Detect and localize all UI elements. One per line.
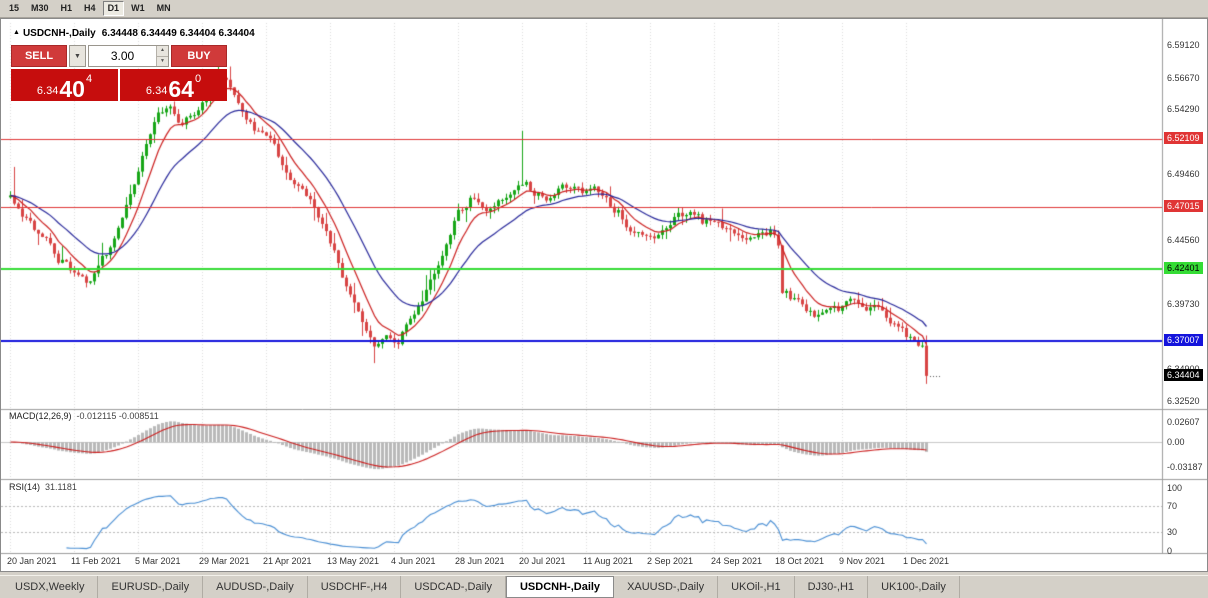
chart-tab[interactable]: DJ30-,H1 — [795, 576, 869, 598]
rsi-indicator-label: RSI(14) 31.1181 — [9, 482, 77, 492]
timeframe-button[interactable]: D1 — [102, 1, 125, 16]
date-axis-label: 20 Jan 2021 — [7, 556, 57, 566]
volume-field-wrap: ▲ ▼ — [88, 45, 169, 67]
rsi-axis-tick: 70 — [1167, 501, 1178, 512]
date-axis-label: 2 Sep 2021 — [647, 556, 694, 566]
date-axis-label: 28 Jun 2021 — [455, 556, 505, 566]
price-axis-tick: 6.39730 — [1167, 299, 1200, 310]
rsi-value: 31.1181 — [45, 482, 77, 492]
date-axis-label: 11 Aug 2021 — [583, 556, 633, 566]
buy-price-button[interactable]: 6.34 64 0 — [120, 69, 227, 101]
macd-axis-tick: -0.03187 — [1167, 462, 1203, 473]
price-axis-tick: 6.59120 — [1167, 39, 1200, 50]
date-axis-label: 5 Mar 2021 — [135, 556, 181, 566]
volume-up-button[interactable]: ▲ — [156, 46, 168, 57]
collapse-icon[interactable]: ▲ — [13, 29, 20, 36]
sell-price-pips: 40 — [59, 76, 85, 102]
price-chart-canvas[interactable] — [1, 19, 1207, 571]
timeframe-button[interactable]: 15 — [9, 3, 20, 13]
macd-indicator-label: MACD(12,26,9) -0.012115 -0.008511 — [9, 411, 159, 421]
date-axis-label: 9 Nov 2021 — [839, 556, 886, 566]
date-axis-label: 20 Jul 2021 — [519, 556, 566, 566]
chart-tab[interactable]: UKOil-,H1 — [718, 576, 795, 598]
price-axis-tick: 6.32520 — [1167, 396, 1200, 407]
price-axis-tick: 6.49460 — [1167, 169, 1200, 180]
buy-price-pips: 64 — [168, 76, 194, 102]
spin-up-icon: ▲ — [160, 47, 165, 54]
chart-area: ▲ USDCNH-,Daily 6.34448 6.34449 6.34404 6.… — [0, 18, 1208, 572]
timeframe-button[interactable]: M30 — [31, 3, 49, 13]
price-level-label: 6.37007 — [1164, 333, 1203, 346]
chart-tab[interactable]: USDX,Weekly — [2, 576, 99, 598]
price-axis-tick: 6.56670 — [1167, 72, 1200, 83]
timeframe-button[interactable]: MN — [156, 3, 171, 13]
macd-name: MACD(12,26,9) — [9, 411, 72, 421]
date-axis-label: 21 Apr 2021 — [263, 556, 312, 566]
rsi-axis-tick: 30 — [1167, 526, 1178, 537]
buy-price-prefix: 6.34 — [145, 85, 168, 97]
macd-values: -0.012115 -0.008511 — [76, 411, 159, 421]
chart-tab[interactable]: USDCHF-,H4 — [308, 576, 402, 598]
sell-price-button[interactable]: 6.34 40 4 — [11, 69, 118, 101]
current-price-label: 6.34404 — [1164, 368, 1203, 381]
date-axis-label: 13 May 2021 — [327, 556, 380, 566]
macd-axis-tick: 0.02607 — [1167, 416, 1200, 427]
chart-tab[interactable]: EURUSD-,Daily — [98, 576, 204, 598]
date-axis-label: 24 Sep 2021 — [711, 556, 763, 566]
price-axis-tick: 6.54290 — [1167, 104, 1200, 115]
sell-price-prefix: 6.34 — [36, 85, 59, 97]
chart-title: ▲ USDCNH-,Daily 6.34448 6.34449 6.34404 6.… — [13, 28, 255, 39]
timeframe-button[interactable]: H1 — [60, 3, 73, 13]
chart-tab-bar: USDX,Weekly EURUSD-,Daily AUDUSD-,Daily USD… — [0, 575, 1208, 598]
price-level-label: 6.52109 — [1164, 131, 1203, 144]
macd-axis-tick: 0.00 — [1167, 437, 1185, 447]
sell-button[interactable]: SELL — [11, 45, 67, 67]
spin-down-icon: ▼ — [160, 57, 165, 64]
buy-price-point: 0 — [194, 73, 202, 85]
chart-tab[interactable]: USDCAD-,Daily — [401, 576, 506, 598]
chart-tab[interactable]: UK100-,Daily — [868, 576, 960, 598]
chart-tab[interactable]: USDCNH-,Daily — [505, 576, 615, 598]
buy-button[interactable]: BUY — [171, 45, 227, 67]
chart-symbol-label: USDCNH-,Daily — [22, 28, 96, 39]
order-options-dropdown[interactable]: ▼ — [69, 45, 86, 67]
price-level-label: 6.47015 — [1164, 199, 1203, 212]
volume-stepper: ▲ ▼ — [155, 46, 168, 66]
chart-tab[interactable]: AUDUSD-,Daily — [203, 576, 308, 598]
date-axis-label: 4 Jun 2021 — [391, 556, 436, 566]
rsi-axis-tick: 100 — [1167, 482, 1183, 493]
date-axis-label: 11 Feb 2021 — [71, 556, 121, 566]
chart-ohlc-values: 6.34448 6.34449 6.34404 6.34404 — [101, 28, 255, 39]
price-level-label: 6.42401 — [1164, 261, 1203, 274]
timeframe-toolbar: 15 M30 H1 H4 D1 W1 MN — [0, 0, 1208, 18]
date-axis-label: 1 Dec 2021 — [903, 556, 950, 566]
date-axis-label: 29 Mar 2021 — [199, 556, 250, 566]
timeframe-button[interactable]: W1 — [131, 3, 145, 13]
volume-input[interactable] — [89, 46, 156, 66]
price-axis-tick: 6.44560 — [1167, 234, 1200, 245]
volume-down-button[interactable]: ▼ — [156, 56, 168, 66]
timeframe-button[interactable]: H4 — [84, 3, 96, 13]
sell-price-point: 4 — [85, 73, 93, 85]
chart-tab[interactable]: XAUUSD-,Daily — [614, 576, 719, 598]
date-axis-label: 18 Oct 2021 — [775, 556, 825, 566]
chevron-down-icon: ▼ — [74, 52, 81, 60]
rsi-axis-tick: 0 — [1167, 545, 1173, 556]
rsi-name: RSI(14) — [9, 482, 41, 492]
